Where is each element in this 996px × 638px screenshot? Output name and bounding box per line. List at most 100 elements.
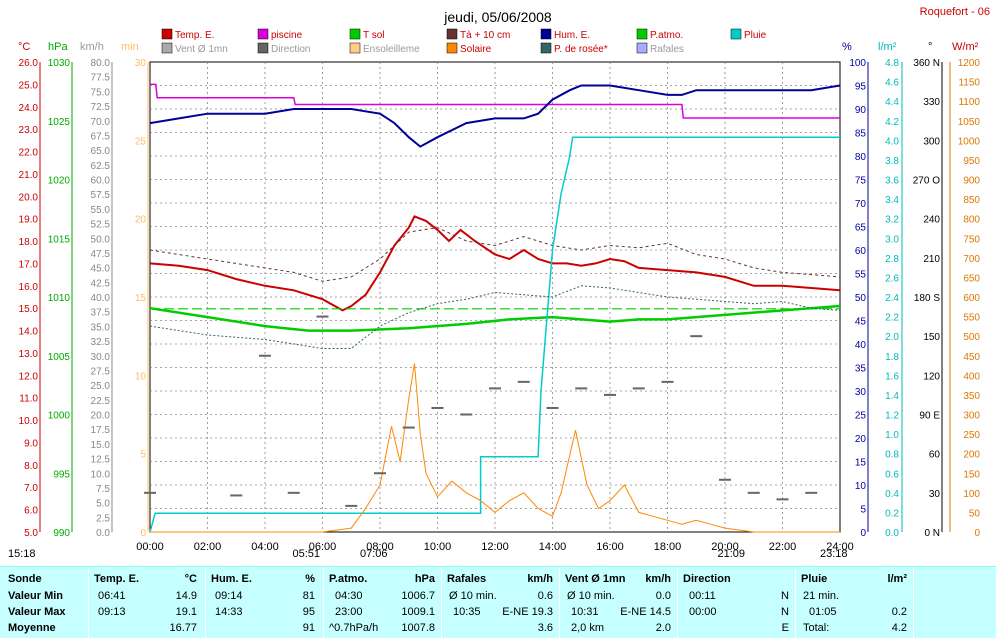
x-tick-label: 18:00	[654, 541, 682, 553]
series-direction-point	[747, 491, 760, 494]
chart-title: jeudi, 05/06/2008	[443, 9, 552, 25]
hum-tick-label: 40	[855, 340, 867, 351]
stats-header-sonde: Sonde	[8, 573, 42, 585]
series-direction-point	[345, 504, 358, 507]
legend-label: Hum. E.	[554, 30, 590, 41]
temp-tick-label: 17.0	[19, 259, 39, 270]
header-pluie: Pluie	[801, 573, 828, 585]
sol-tick-label: 600	[963, 293, 980, 304]
dir-tick-label: 120	[923, 371, 940, 382]
hum-tick-label: 70	[855, 199, 867, 210]
series-direction-point	[690, 335, 703, 338]
temp-tick-label: 7.0	[24, 483, 38, 494]
wind-tick-label: 32.5	[91, 337, 111, 348]
wind-tick-label: 30.0	[91, 352, 111, 363]
vent-r2b: E-NE 14.5	[620, 606, 671, 618]
temp-tick-label: 5.0	[24, 528, 38, 539]
rain-tick-label: 3.0	[885, 234, 899, 245]
sol-tick-label: 1100	[958, 97, 980, 108]
hum-tick-label: 10	[855, 481, 867, 492]
rafales-r3: 3.6	[537, 622, 553, 634]
sol-tick-label: 700	[963, 254, 980, 265]
header-rafales: Rafales	[447, 573, 487, 585]
header-hum: Hum. E.	[211, 573, 252, 585]
wind-tick-label: 20.0	[91, 411, 111, 422]
temp-max-time: 09:13	[98, 606, 126, 618]
vent-r1b: 0.0	[655, 590, 671, 602]
plot-grid	[150, 62, 840, 532]
rain-tick-label: 2.6	[885, 273, 899, 284]
x-tick-label: 06:00	[309, 541, 337, 553]
temp-tick-label: 21.0	[19, 170, 39, 181]
sol-tick-label: 850	[963, 195, 980, 206]
dir-tick-label: 0 N	[924, 528, 940, 539]
wind-tick-label: 17.5	[91, 425, 111, 436]
wind-tick-label: 22.5	[91, 396, 111, 407]
wind-tick-label: 77.5	[91, 73, 111, 84]
temp-tick-label: 6.0	[24, 506, 38, 517]
press-tick-label: 990	[53, 528, 70, 539]
hum-tick-label: 20	[855, 434, 867, 445]
temp-tick-label: 18.0	[19, 237, 39, 248]
rain-tick-label: 0.2	[885, 508, 899, 519]
hum-tick-label: 5	[860, 505, 866, 516]
series-direction-point	[259, 354, 271, 357]
pluie-r3a: Total:	[803, 622, 830, 634]
hum-tick-label: 75	[855, 176, 867, 187]
series-direction-point	[661, 380, 674, 383]
legend-swatch	[730, 28, 742, 40]
unit-hpa: hPa	[48, 41, 68, 53]
hum-tick-label: 15	[855, 458, 867, 469]
sol-tick-label: 800	[963, 215, 980, 226]
vent-r3a: 2,0 km	[571, 622, 605, 634]
dir-tick-label: 240	[923, 215, 940, 226]
legend-label: Temp. E.	[175, 30, 214, 41]
hum-tick-label: 85	[855, 129, 867, 140]
x-tick-label: 22:00	[769, 541, 797, 553]
temp-tick-label: 23.0	[19, 125, 39, 136]
sol-tick-label: 150	[963, 469, 980, 480]
series-direction-point	[316, 315, 329, 318]
temp-tick-label: 9.0	[24, 438, 38, 449]
stats-col-press: P.atmo. hPa 04:30 1006.7 23:00 1009.1 ^0…	[323, 567, 442, 638]
temp-tick-label: 12.0	[19, 371, 39, 382]
wind-tick-label: 12.5	[91, 455, 111, 466]
legend-swatch	[636, 28, 648, 40]
sol-tick-label: 1000	[958, 136, 981, 147]
sol-tick-label: 50	[969, 508, 981, 519]
rain-tick-label: 2.2	[885, 313, 899, 324]
row-label-min: Valeur Min	[8, 590, 64, 602]
min-tick-label: 10	[135, 371, 147, 382]
legend-swatch	[636, 42, 648, 54]
rain-tick-label: 1.2	[885, 411, 899, 422]
wind-tick-label: 57.5	[91, 190, 111, 201]
x-tick-label: 14:00	[539, 541, 567, 553]
press-max-val: 1009.1	[401, 606, 435, 618]
legend-swatch	[161, 28, 173, 40]
stats-col-vent: Vent Ø 1mn km/h Ø 10 min. 0.0 10:31 E-NE…	[559, 567, 678, 638]
temp-tick-label: 20.0	[19, 192, 39, 203]
wind-tick-label: 62.5	[91, 161, 111, 172]
temp-avg: 16.77	[169, 622, 197, 634]
vent-r2a: 10:31	[571, 606, 599, 618]
hum-tick-label: 25	[855, 411, 867, 422]
hum-tick-label: 100	[849, 58, 866, 69]
sol-tick-label: 200	[963, 450, 980, 461]
wind-tick-label: 67.5	[91, 131, 111, 142]
hum-tick-label: 50	[855, 293, 867, 304]
header-vent: Vent Ø 1mn	[565, 573, 626, 585]
hum-tick-label: 55	[855, 270, 867, 281]
x-tick-label: 10:00	[424, 541, 452, 553]
hum-tick-label: 0	[860, 528, 866, 539]
series-pluie-line	[149, 136, 840, 533]
min-tick-label: 5	[140, 450, 146, 461]
hum-tick-label: 95	[855, 82, 867, 93]
dir-r3: E	[781, 622, 789, 634]
sol-tick-label: 350	[963, 391, 980, 402]
sol-tick-label: 750	[963, 234, 980, 245]
wind-tick-label: 52.5	[91, 220, 111, 231]
rain-tick-label: 1.4	[885, 391, 899, 402]
row-label-avg: Moyenne	[8, 622, 56, 634]
series-direction-point	[546, 406, 559, 409]
temp-min-val: 14.9	[175, 590, 197, 602]
